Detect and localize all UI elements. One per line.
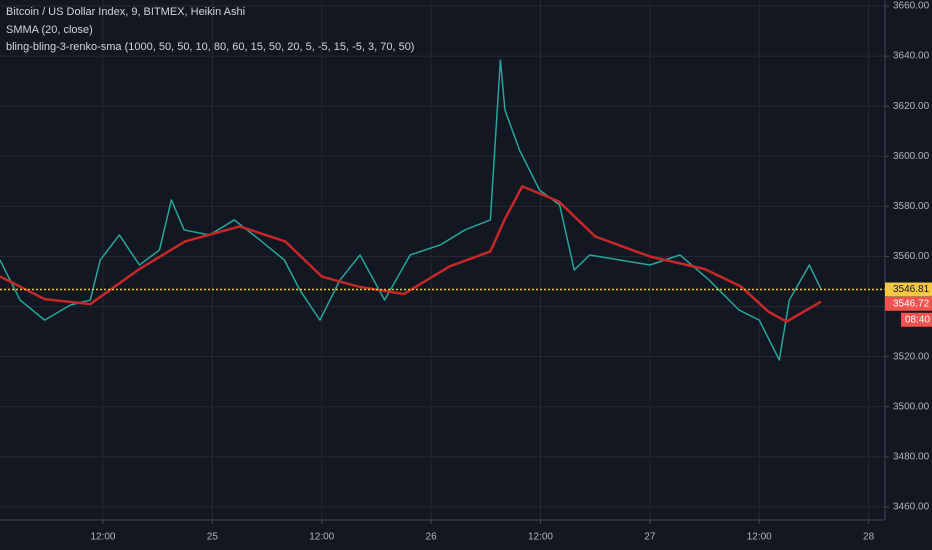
y-tick-label: 3560.00 (893, 251, 930, 262)
y-tick-label: 3640.00 (893, 51, 930, 62)
x-tick-label: 12:00 (747, 532, 772, 543)
y-tick-label: 3520.00 (893, 351, 930, 362)
x-tick-label: 25 (207, 532, 219, 543)
grid (0, 0, 885, 520)
countdown: 08:40 (905, 314, 930, 325)
y-tick-label: 3660.00 (893, 1, 930, 12)
y-tick-label: 3500.00 (893, 401, 930, 412)
y-tick-label: 3480.00 (893, 452, 930, 463)
price-label-box (885, 296, 932, 311)
y-tick-label: 3620.00 (893, 101, 930, 112)
y-tick-label: 3460.00 (893, 502, 930, 513)
y-tick-label: 3600.00 (893, 151, 930, 162)
price-label: 3546.81 (893, 284, 930, 295)
legend-entry: SMMA (20, close) (6, 24, 93, 36)
price-label: 3546.72 (893, 298, 930, 309)
x-tick-label: 28 (863, 532, 875, 543)
x-tick-label: 12:00 (528, 532, 553, 543)
plot (0, 59, 885, 361)
legend-entry: bling-bling-3-renko-sma (1000, 50, 50, 1… (6, 41, 414, 53)
price-label-box (885, 282, 932, 297)
chart-title: Bitcoin / US Dollar Index, 9, BITMEX, He… (6, 6, 245, 18)
x-tick-label: 12:00 (309, 532, 334, 543)
x-tick-label: 26 (426, 532, 438, 543)
series-line (0, 59, 822, 361)
series-line (0, 185, 822, 323)
x-tick-label: 12:00 (90, 532, 115, 543)
axes: 3460.003480.003500.003520.003540.003560.… (90, 1, 932, 543)
x-tick-label: 27 (644, 532, 656, 543)
countdown-box (901, 312, 932, 327)
y-tick-label: 3580.00 (893, 201, 930, 212)
